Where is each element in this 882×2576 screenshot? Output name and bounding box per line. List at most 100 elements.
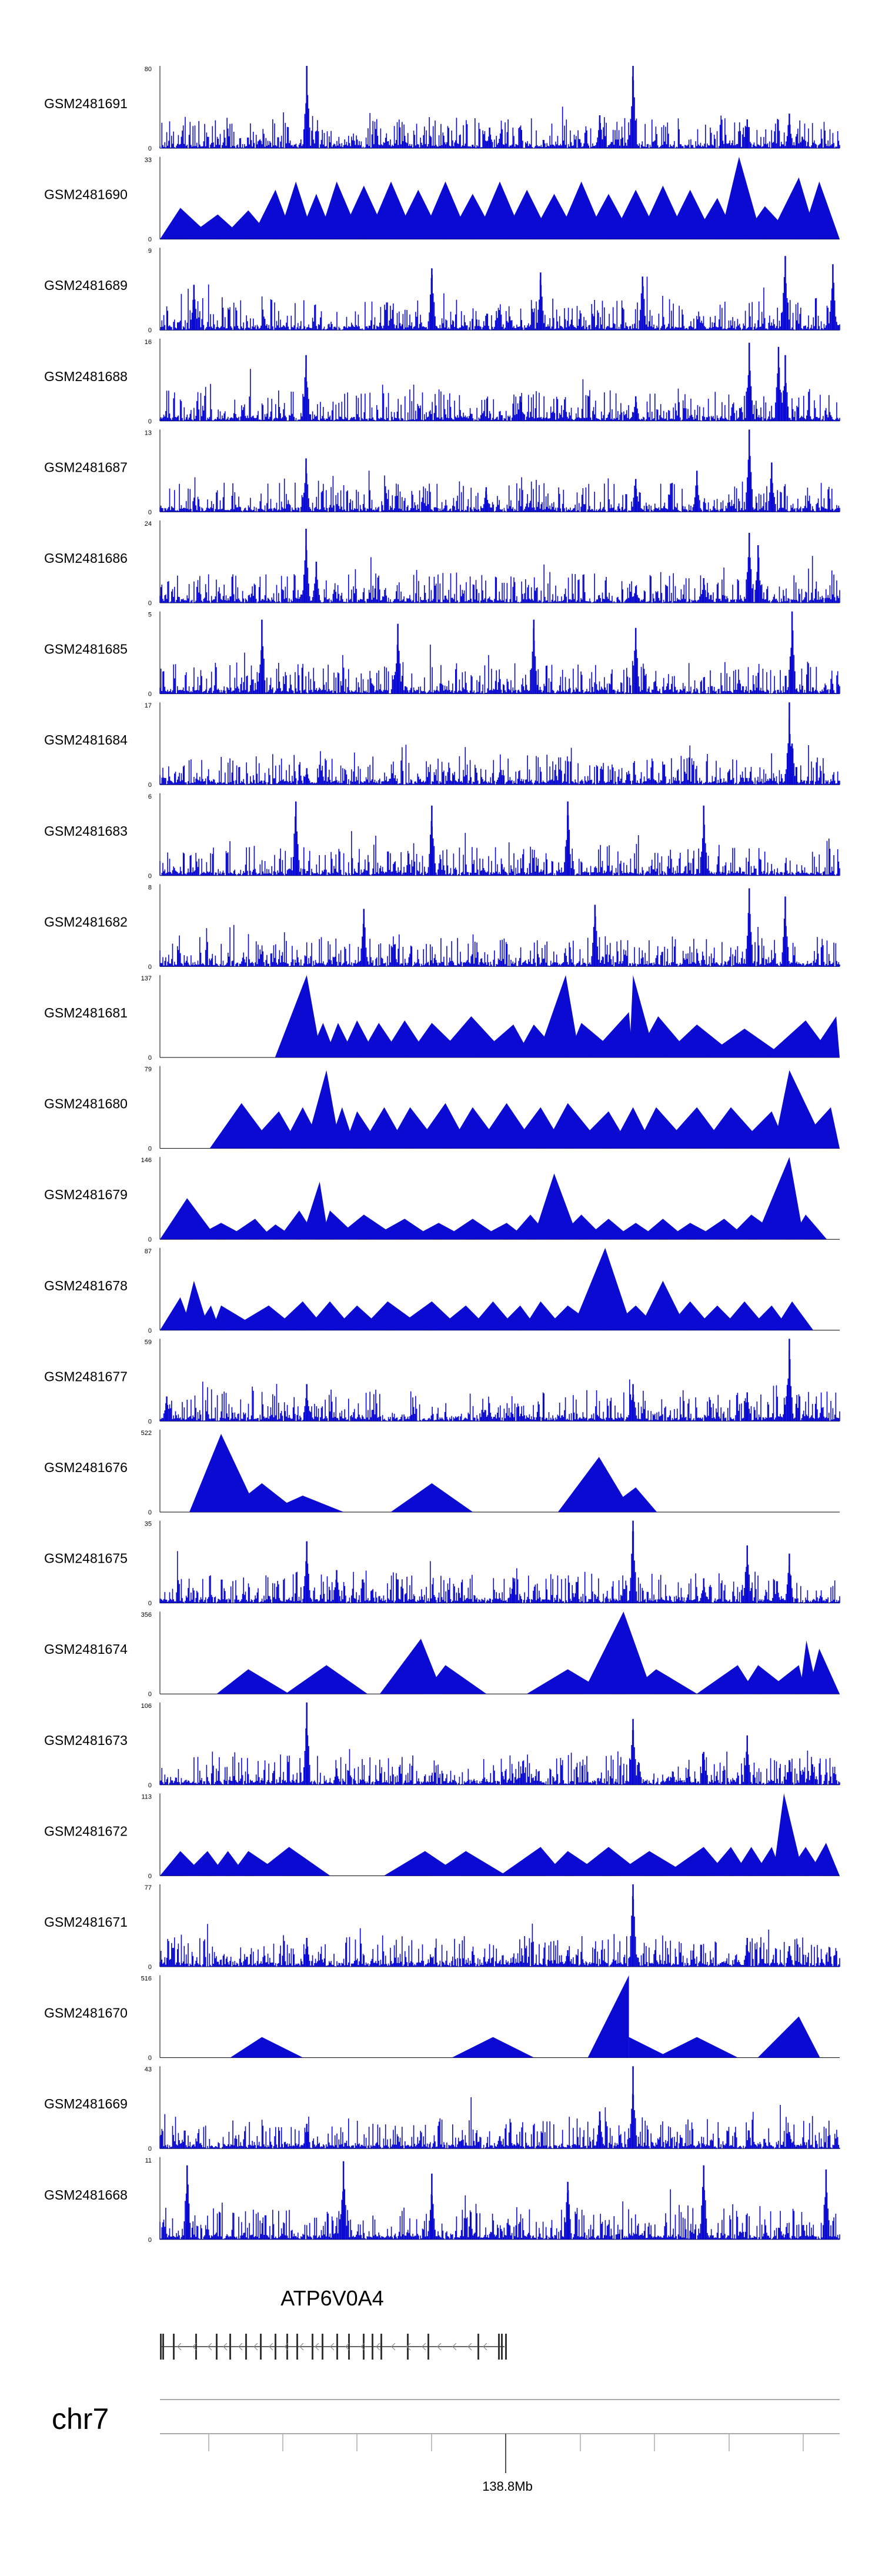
track-label: GSM2481685 (44, 642, 128, 657)
gene-exon (380, 2334, 382, 2360)
signal-peak (390, 1483, 473, 1512)
signal-peak (773, 1301, 814, 1330)
y-max-tick-label: 59 (145, 1339, 152, 1346)
signal-peak (757, 2016, 820, 2058)
signal-peak (533, 1173, 579, 1240)
track-label: GSM2481683 (44, 823, 128, 839)
track-GSM2481673: GSM2481673 106 0 (44, 1702, 840, 1789)
track-label: GSM2481687 (44, 459, 128, 475)
y-max-tick-label: 356 (141, 1611, 152, 1619)
signal-peak (305, 1070, 341, 1149)
strand-arrow (315, 2343, 319, 2351)
y-min-tick-label: 0 (148, 1055, 152, 1062)
signal-peak (807, 1649, 840, 1694)
gene-exon (505, 2334, 507, 2360)
signal-peak (582, 1611, 653, 1694)
signal-peak (160, 1198, 218, 1240)
strand-arrow (437, 2343, 442, 2351)
track-label: GSM2481680 (44, 1096, 128, 1112)
track-GSM2481675: GSM2481675 35 0 (44, 1520, 840, 1607)
signal-bars (159, 628, 840, 694)
track-GSM2481669: GSM2481669 43 0 (44, 2066, 840, 2153)
signal-bars (159, 1722, 840, 1785)
gene-exon (245, 2334, 247, 2360)
y-max-tick-label: 9 (148, 248, 152, 255)
signal-bars (159, 719, 840, 785)
track-GSM2481683: GSM2481683 6 0 (44, 793, 840, 880)
y-max-tick-label: 33 (145, 157, 152, 164)
y-min-tick-label: 0 (148, 2145, 152, 2153)
signal-peak (587, 1012, 633, 1057)
y-max-tick-label: 522 (141, 1430, 152, 1437)
y-min-tick-label: 0 (148, 2055, 152, 2062)
strand-arrow (345, 2343, 350, 2351)
signal-peak (638, 1280, 688, 1330)
track-GSM2481689: GSM2481689 9 0 (44, 248, 840, 334)
track-GSM2481682: GSM2481682 8 0 (44, 884, 840, 970)
gene-exon (312, 2334, 313, 2360)
strand-arrow (360, 2343, 365, 2351)
gene-exon (477, 2334, 479, 2360)
track-label: GSM2481675 (44, 1551, 128, 1566)
y-min-tick-label: 0 (148, 327, 152, 334)
signal-peak (612, 1851, 691, 1876)
signal-peak (275, 975, 322, 1057)
signal-tracks: GSM2481691800GSM2481690330GSM248168990GS… (44, 66, 840, 2244)
signal-peak (475, 1025, 532, 1057)
signal-peak (656, 2037, 739, 2058)
track-GSM2481678: GSM2481678 87 0 (44, 1247, 840, 1334)
y-max-tick-label: 106 (141, 1703, 152, 1710)
chromosome-axis: chr7 138.8Mb (52, 2399, 840, 2494)
track-label: GSM2481689 (44, 278, 128, 293)
y-min-tick-label: 0 (148, 873, 152, 880)
strand-arrow (483, 2343, 487, 2351)
strand-arrow (208, 2343, 212, 2351)
signal-bars (159, 1896, 840, 1967)
track-GSM2481686: GSM2481686 24 0 (44, 520, 840, 607)
y-max-tick-label: 5 (148, 612, 152, 619)
signal-peak (230, 2037, 303, 2058)
track-label: GSM2481673 (44, 1733, 128, 1748)
signal-peak (216, 1669, 290, 1694)
track-label: GSM2481672 (44, 1823, 128, 1838)
signal-bars (159, 895, 840, 967)
gene-exon (363, 2334, 365, 2360)
y-max-tick-label: 8 (148, 884, 152, 891)
signal-peak (762, 1665, 806, 1694)
signal-bars (159, 1350, 840, 1422)
track-GSM2481690: GSM2481690 33 0 (44, 156, 840, 243)
track-GSM2481691: GSM2481691 80 0 (44, 66, 840, 152)
strand-arrow (422, 2343, 426, 2351)
signal-peak (572, 1247, 633, 1330)
gene-exon (372, 2334, 373, 2360)
y-min-tick-label: 0 (148, 1873, 152, 1880)
signal-peak (285, 1665, 368, 1694)
y-min-tick-label: 0 (148, 1509, 152, 1516)
gene-exon (336, 2334, 338, 2360)
strand-arrow (223, 2343, 228, 2351)
signal-peak (801, 181, 840, 239)
signal-bars (159, 1531, 840, 1603)
strand-arrow (406, 2343, 411, 2351)
track-GSM2481685: GSM2481685 5 0 (44, 611, 840, 698)
gene-exon (162, 2334, 164, 2360)
y-min-tick-label: 0 (148, 1782, 152, 1789)
y-min-tick-label: 0 (148, 1327, 152, 1334)
signal-peak (773, 1793, 804, 1876)
strand-arrow (284, 2343, 289, 2351)
y-max-tick-label: 113 (141, 1793, 152, 1800)
y-min-tick-label: 0 (148, 600, 152, 607)
signal-peak (452, 2037, 534, 2058)
track-label: GSM2481682 (44, 914, 128, 929)
signal-bars (159, 2177, 840, 2240)
y-max-tick-label: 80 (145, 66, 152, 73)
track-label: GSM2481679 (44, 1187, 128, 1202)
signal-peak (429, 1851, 507, 1876)
gene-exon (498, 2334, 500, 2360)
signal-peak (808, 1016, 840, 1057)
signal-peak (499, 1847, 565, 1876)
y-max-tick-label: 16 (145, 339, 152, 346)
signal-peak (423, 1665, 487, 1694)
y-min-tick-label: 0 (148, 1691, 152, 1698)
track-label: GSM2481686 (44, 550, 128, 566)
